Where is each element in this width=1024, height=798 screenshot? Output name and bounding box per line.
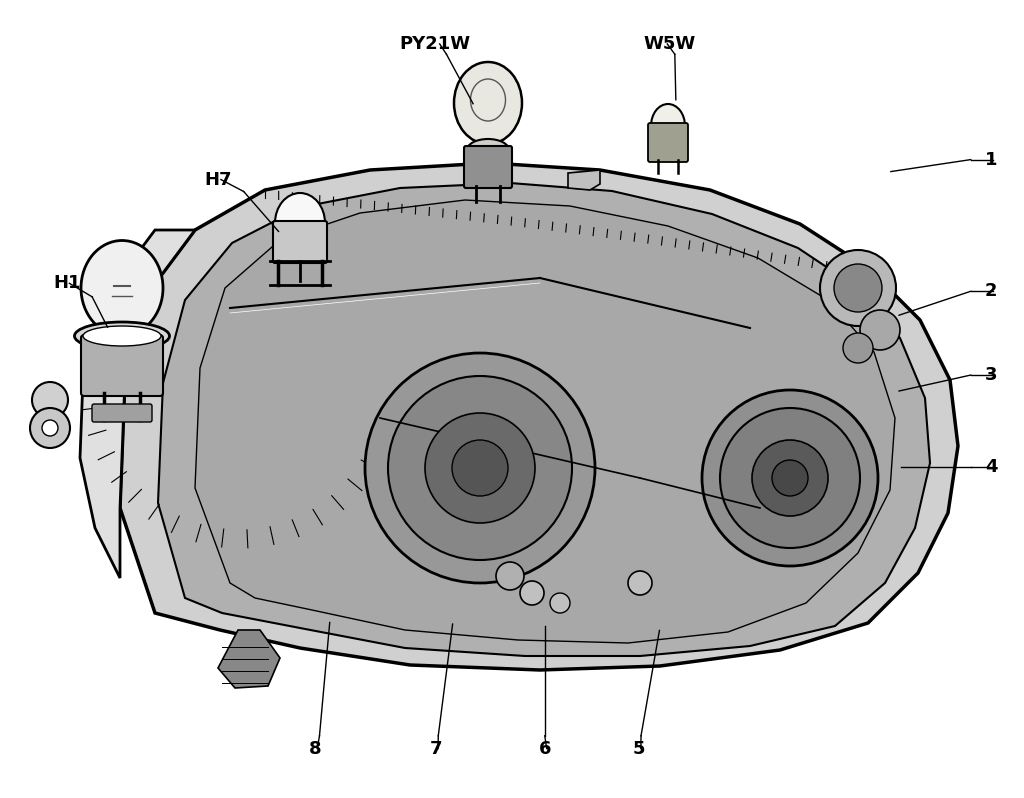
Text: 7: 7: [430, 740, 442, 757]
Text: 5: 5: [633, 740, 645, 757]
FancyBboxPatch shape: [464, 146, 512, 188]
Ellipse shape: [75, 322, 170, 350]
Text: 1: 1: [985, 151, 997, 168]
Text: H1: H1: [53, 275, 81, 292]
Circle shape: [550, 593, 570, 613]
Text: 8: 8: [309, 740, 322, 757]
Circle shape: [452, 440, 508, 496]
FancyBboxPatch shape: [81, 335, 163, 396]
FancyBboxPatch shape: [273, 221, 327, 263]
Circle shape: [365, 353, 595, 583]
Circle shape: [834, 264, 882, 312]
Ellipse shape: [81, 240, 163, 335]
Text: W5W: W5W: [643, 35, 695, 53]
Text: 4: 4: [985, 458, 997, 476]
Text: 3: 3: [985, 366, 997, 384]
Polygon shape: [195, 200, 895, 643]
Polygon shape: [568, 170, 600, 190]
Circle shape: [388, 376, 572, 560]
Circle shape: [32, 382, 68, 418]
Polygon shape: [120, 163, 958, 670]
Ellipse shape: [467, 139, 509, 161]
Circle shape: [843, 333, 873, 363]
Circle shape: [496, 562, 524, 590]
Circle shape: [42, 420, 58, 436]
Circle shape: [860, 310, 900, 350]
FancyBboxPatch shape: [648, 123, 688, 162]
Circle shape: [752, 440, 828, 516]
Circle shape: [628, 571, 652, 595]
Circle shape: [520, 581, 544, 605]
Polygon shape: [218, 630, 280, 688]
Polygon shape: [80, 230, 195, 578]
Ellipse shape: [454, 62, 522, 144]
Ellipse shape: [275, 193, 325, 253]
Text: 2: 2: [985, 282, 997, 300]
Circle shape: [425, 413, 535, 523]
FancyBboxPatch shape: [92, 404, 152, 422]
Circle shape: [772, 460, 808, 496]
Text: PY21W: PY21W: [399, 35, 470, 53]
Ellipse shape: [651, 104, 685, 148]
Circle shape: [30, 408, 70, 448]
Circle shape: [820, 250, 896, 326]
Text: H7: H7: [205, 171, 232, 188]
Ellipse shape: [83, 326, 161, 346]
Polygon shape: [158, 183, 930, 656]
Text: 6: 6: [539, 740, 551, 757]
Circle shape: [702, 390, 878, 566]
Circle shape: [720, 408, 860, 548]
